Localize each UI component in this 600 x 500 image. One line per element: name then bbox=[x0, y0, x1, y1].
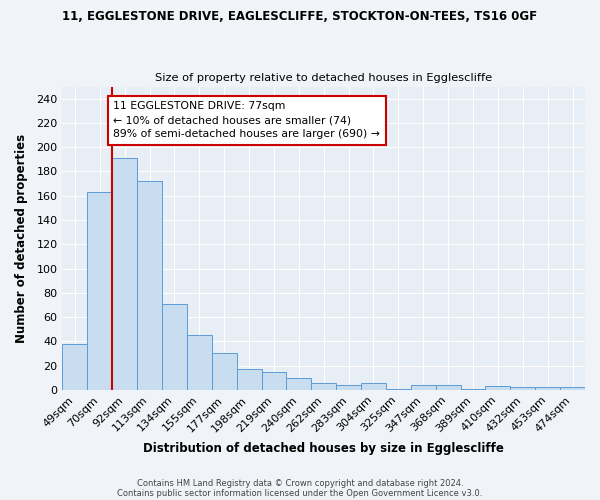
Bar bbox=[535, 388, 560, 390]
Bar bbox=[336, 385, 361, 390]
Bar bbox=[560, 388, 585, 390]
Bar bbox=[485, 386, 511, 390]
Bar bbox=[62, 344, 88, 390]
Bar bbox=[361, 382, 386, 390]
Title: Size of property relative to detached houses in Egglescliffe: Size of property relative to detached ho… bbox=[155, 73, 492, 83]
X-axis label: Distribution of detached houses by size in Egglescliffe: Distribution of detached houses by size … bbox=[143, 442, 504, 455]
Bar bbox=[386, 388, 411, 390]
Text: 11, EGGLESTONE DRIVE, EAGLESCLIFFE, STOCKTON-ON-TEES, TS16 0GF: 11, EGGLESTONE DRIVE, EAGLESCLIFFE, STOC… bbox=[62, 10, 538, 23]
Bar bbox=[162, 304, 187, 390]
Bar bbox=[461, 388, 485, 390]
Bar bbox=[236, 369, 262, 390]
Bar bbox=[112, 158, 137, 390]
Bar bbox=[286, 378, 311, 390]
Bar bbox=[262, 372, 286, 390]
Y-axis label: Number of detached properties: Number of detached properties bbox=[15, 134, 28, 343]
Bar bbox=[137, 181, 162, 390]
Bar bbox=[88, 192, 112, 390]
Bar bbox=[511, 388, 535, 390]
Text: Contains HM Land Registry data © Crown copyright and database right 2024.: Contains HM Land Registry data © Crown c… bbox=[137, 478, 463, 488]
Text: 11 EGGLESTONE DRIVE: 77sqm
← 10% of detached houses are smaller (74)
89% of semi: 11 EGGLESTONE DRIVE: 77sqm ← 10% of deta… bbox=[113, 101, 380, 139]
Bar bbox=[411, 385, 436, 390]
Bar bbox=[311, 382, 336, 390]
Bar bbox=[436, 385, 461, 390]
Text: Contains public sector information licensed under the Open Government Licence v3: Contains public sector information licen… bbox=[118, 488, 482, 498]
Bar bbox=[187, 335, 212, 390]
Bar bbox=[212, 354, 236, 390]
